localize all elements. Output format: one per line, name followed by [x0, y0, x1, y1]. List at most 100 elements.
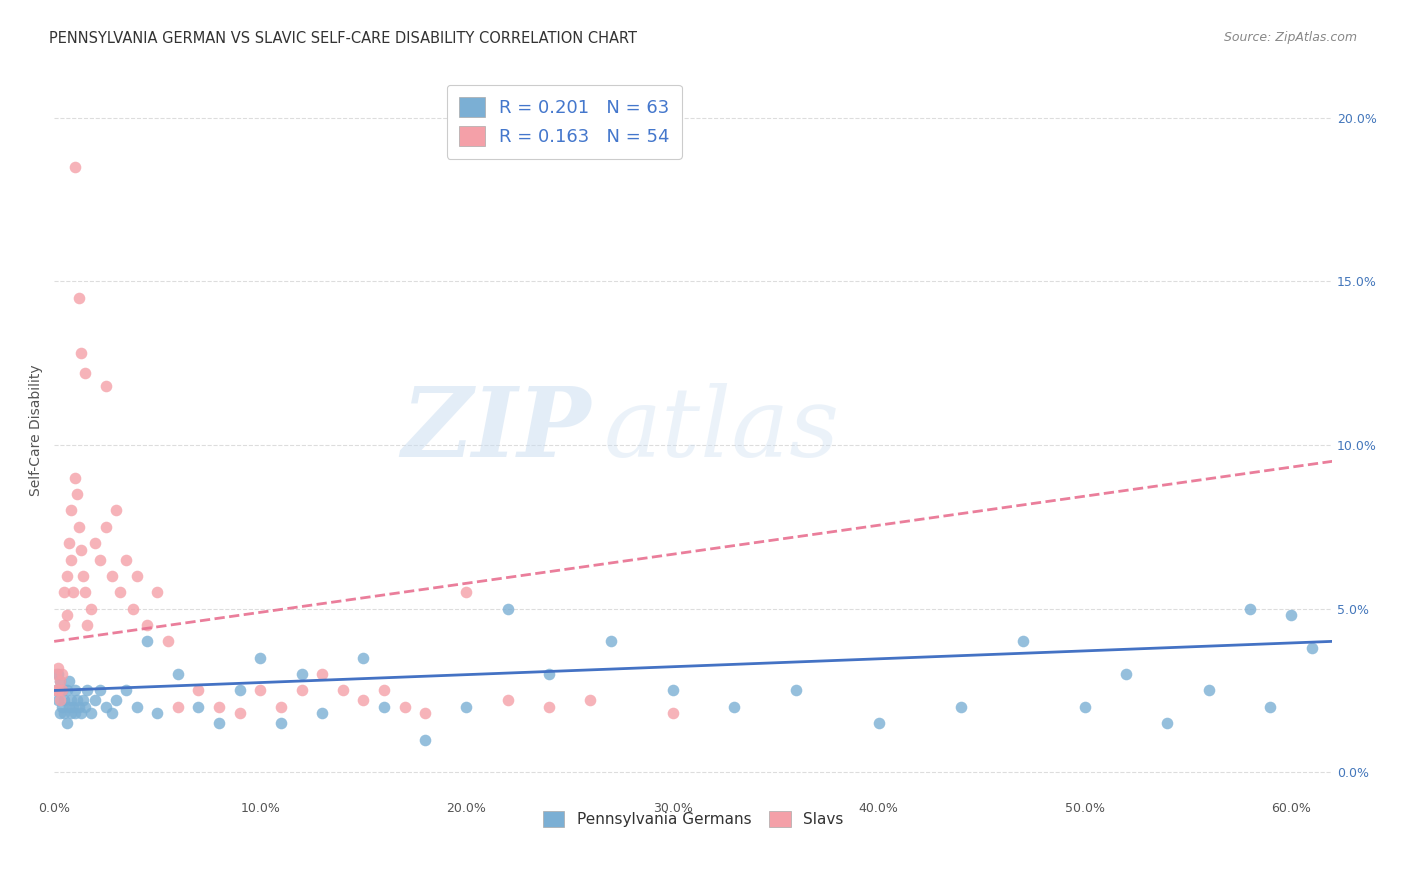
- Point: [249, 683, 271, 698]
- Point: [63, 160, 86, 174]
- Point: [67, 699, 90, 714]
- Point: [51, 699, 73, 714]
- Point: [70, 706, 93, 721]
- Point: [76, 683, 98, 698]
- Point: [1198, 683, 1220, 698]
- Point: [89, 552, 111, 566]
- Text: PENNSYLVANIA GERMAN VS SLAVIC SELF-CARE DISABILITY CORRELATION CHART: PENNSYLVANIA GERMAN VS SLAVIC SELF-CARE …: [49, 31, 637, 46]
- Point: [49, 706, 72, 721]
- Point: [166, 699, 188, 714]
- Point: [45, 667, 67, 681]
- Text: atlas: atlas: [603, 384, 839, 477]
- Point: [94, 379, 117, 393]
- Point: [1260, 699, 1282, 714]
- Point: [394, 699, 416, 714]
- Point: [101, 706, 124, 721]
- Point: [108, 585, 131, 599]
- Point: [59, 693, 82, 707]
- Point: [51, 683, 73, 698]
- Point: [46, 667, 69, 681]
- Point: [456, 699, 478, 714]
- Point: [58, 699, 80, 714]
- Point: [62, 699, 84, 714]
- Point: [49, 673, 72, 688]
- Y-axis label: Self-Care Disability: Self-Care Disability: [30, 365, 44, 496]
- Point: [125, 699, 148, 714]
- Point: [290, 683, 312, 698]
- Point: [63, 471, 86, 485]
- Point: [496, 693, 519, 707]
- Point: [66, 693, 89, 707]
- Point: [58, 536, 80, 550]
- Point: [146, 585, 169, 599]
- Point: [53, 585, 76, 599]
- Point: [187, 699, 209, 714]
- Point: [55, 569, 77, 583]
- Legend: Pennsylvania Germans, Slavs: Pennsylvania Germans, Slavs: [536, 803, 851, 835]
- Point: [59, 552, 82, 566]
- Point: [49, 673, 72, 688]
- Point: [70, 346, 93, 360]
- Point: [63, 683, 86, 698]
- Point: [63, 706, 86, 721]
- Point: [62, 585, 84, 599]
- Point: [456, 585, 478, 599]
- Point: [72, 569, 94, 583]
- Point: [537, 699, 560, 714]
- Text: Source: ZipAtlas.com: Source: ZipAtlas.com: [1223, 31, 1357, 45]
- Point: [45, 683, 67, 698]
- Point: [290, 667, 312, 681]
- Point: [45, 683, 67, 698]
- Point: [53, 706, 76, 721]
- Point: [59, 503, 82, 517]
- Point: [208, 699, 231, 714]
- Point: [208, 716, 231, 731]
- Point: [373, 683, 395, 698]
- Point: [75, 366, 97, 380]
- Point: [311, 706, 333, 721]
- Point: [51, 683, 73, 698]
- Point: [115, 683, 138, 698]
- Point: [101, 569, 124, 583]
- Point: [89, 683, 111, 698]
- Point: [352, 650, 374, 665]
- Point: [146, 706, 169, 721]
- Point: [80, 601, 103, 615]
- Point: [579, 693, 602, 707]
- Point: [373, 699, 395, 714]
- Point: [332, 683, 354, 698]
- Point: [661, 683, 683, 698]
- Point: [53, 618, 76, 632]
- Point: [187, 683, 209, 698]
- Point: [228, 706, 250, 721]
- Point: [166, 667, 188, 681]
- Point: [537, 667, 560, 681]
- Point: [46, 660, 69, 674]
- Point: [59, 706, 82, 721]
- Point: [55, 608, 77, 623]
- Point: [785, 683, 807, 698]
- Point: [75, 699, 97, 714]
- Point: [136, 618, 159, 632]
- Point: [270, 716, 292, 731]
- Point: [55, 716, 77, 731]
- Point: [115, 552, 138, 566]
- Point: [66, 487, 89, 501]
- Point: [46, 693, 69, 707]
- Point: [58, 673, 80, 688]
- Point: [75, 585, 97, 599]
- Point: [413, 732, 436, 747]
- Point: [55, 683, 77, 698]
- Text: ZIP: ZIP: [401, 384, 591, 477]
- Point: [80, 706, 103, 721]
- Point: [249, 650, 271, 665]
- Point: [136, 634, 159, 648]
- Point: [661, 706, 683, 721]
- Point: [67, 291, 90, 305]
- Point: [70, 542, 93, 557]
- Point: [950, 699, 973, 714]
- Point: [125, 569, 148, 583]
- Point: [1301, 640, 1323, 655]
- Point: [105, 503, 128, 517]
- Point: [67, 520, 90, 534]
